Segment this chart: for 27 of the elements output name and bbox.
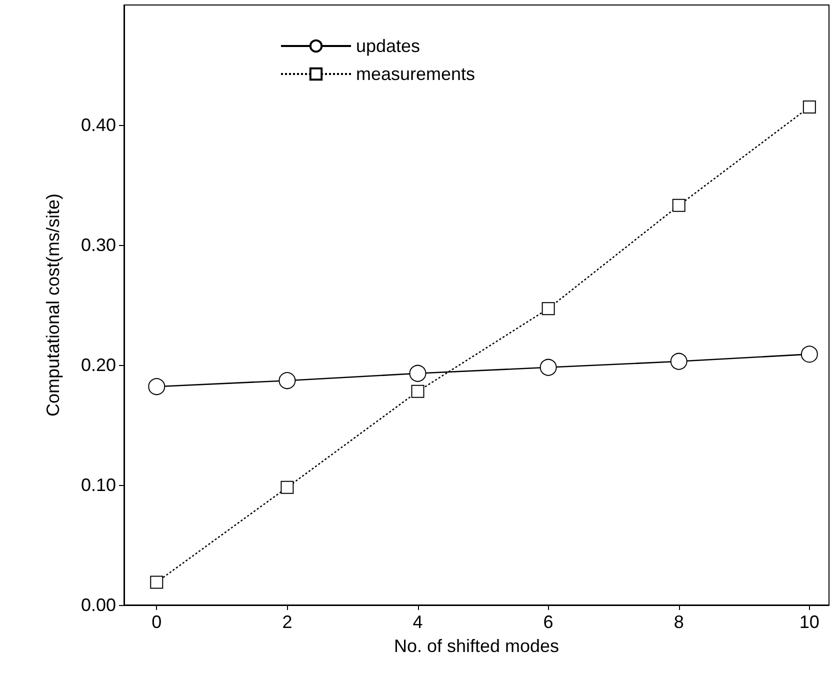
x-tick-label: 0: [152, 612, 162, 632]
y-tick-label: 0.40: [80, 115, 116, 135]
x-tick-label: 8: [674, 612, 684, 632]
y-tick-label: 0.00: [80, 595, 116, 615]
y-axis-title: Computational cost(ms/site): [43, 193, 63, 417]
point: [280, 480, 294, 494]
point: [148, 378, 166, 396]
y-tick-label: 0.10: [80, 475, 116, 495]
point: [409, 364, 426, 382]
point: [278, 372, 296, 390]
x-axis-title: No. of shifted modes: [394, 636, 560, 656]
point: [542, 302, 555, 316]
point: [411, 384, 424, 398]
point: [540, 358, 557, 376]
legend-label: updates: [356, 36, 420, 56]
y-tick-label: 0.30: [80, 235, 116, 255]
point: [800, 346, 818, 363]
x-tick-label: 10: [799, 612, 820, 632]
y-tick-label: 0.20: [80, 355, 116, 375]
x-tick-label: 6: [543, 612, 554, 632]
x-tick-label: 2: [282, 612, 292, 632]
point: [802, 100, 816, 114]
point: [150, 576, 164, 589]
point: [670, 352, 688, 370]
legend-label: measurements: [356, 64, 476, 84]
point: [672, 198, 686, 212]
x-tick-label: 4: [412, 612, 423, 632]
